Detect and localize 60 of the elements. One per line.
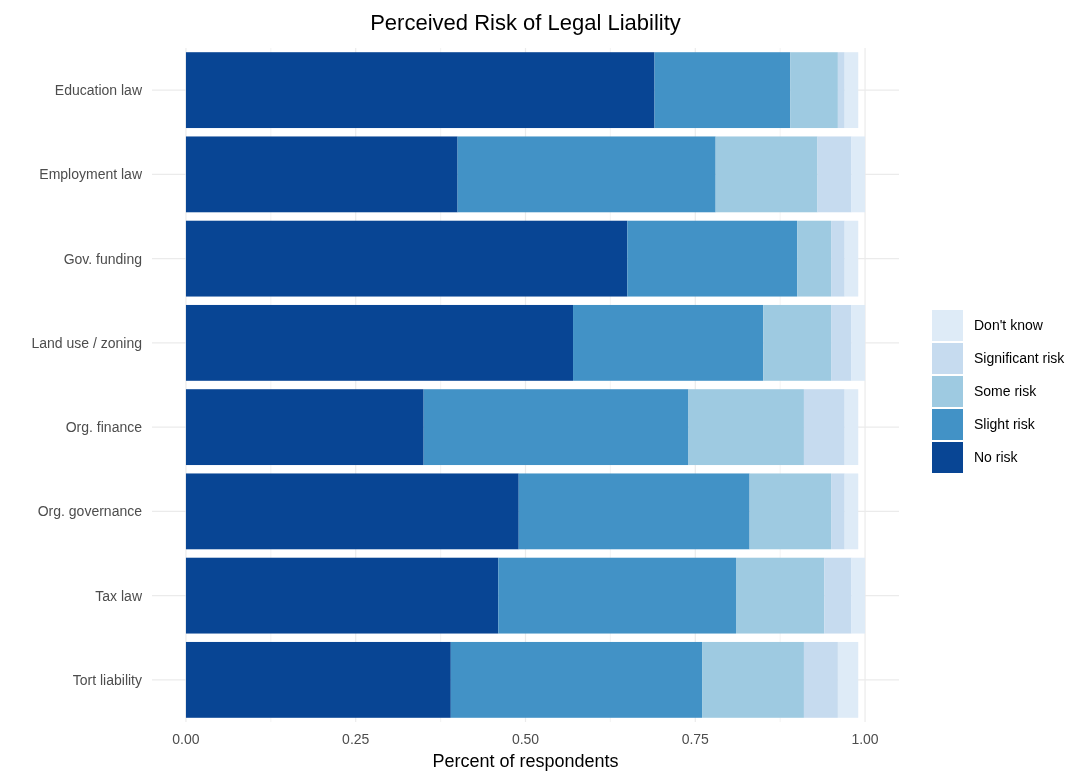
bar: [844, 389, 859, 466]
bar: [627, 220, 798, 297]
bar: [749, 473, 832, 550]
bar: [423, 389, 689, 466]
x-tick-label: 1.00: [851, 731, 879, 747]
bar: [450, 641, 703, 718]
bar: [831, 473, 845, 550]
bar: [518, 473, 750, 550]
bar: [803, 389, 845, 466]
y-tick-label: Land use / zoning: [31, 334, 142, 351]
legend-label: Don't know: [974, 317, 1044, 334]
bar: [715, 136, 818, 213]
bar: [803, 641, 838, 718]
bar: [702, 641, 804, 718]
y-tick-label: Tort liability: [72, 671, 142, 688]
bar: [817, 136, 852, 213]
bar: [831, 304, 852, 381]
bar: [185, 136, 458, 213]
legend-label: Some risk: [974, 383, 1038, 400]
y-tick-label: Education law: [54, 82, 143, 99]
chart-title: Perceived Risk of Legal Liability: [370, 10, 681, 35]
bar: [185, 52, 655, 129]
bar: [654, 52, 791, 129]
bar: [844, 220, 859, 297]
y-tick-label: Org. governance: [37, 503, 143, 520]
bar: [831, 220, 845, 297]
bar: [573, 304, 764, 381]
bar: [185, 220, 628, 297]
bar: [185, 473, 519, 550]
bar: [844, 473, 859, 550]
bar: [185, 557, 499, 634]
bar: [457, 136, 716, 213]
bar: [851, 557, 866, 634]
y-tick-label: Tax law: [95, 587, 143, 604]
x-tick-label: 0.50: [511, 731, 540, 747]
bar: [844, 52, 859, 129]
y-tick-label: Gov. funding: [63, 250, 142, 267]
bar: [824, 557, 852, 634]
bar: [790, 52, 838, 129]
y-tick-label: Org. finance: [65, 419, 143, 436]
y-tick-label: Employment law: [39, 166, 143, 183]
x-axis-title: Percent of respondents: [432, 751, 619, 771]
bar: [851, 304, 866, 381]
bar: [837, 641, 859, 718]
legend-label: No risk: [974, 449, 1019, 466]
bar: [736, 557, 825, 634]
bar: [185, 304, 574, 381]
bar: [688, 389, 804, 466]
bar: [185, 389, 424, 466]
x-tick-label: 0.75: [681, 731, 710, 747]
bar: [498, 557, 737, 634]
bar: [185, 641, 451, 718]
legend-label: Significant risk: [974, 350, 1066, 367]
bar: [797, 220, 832, 297]
bar: [851, 136, 866, 213]
x-tick-label: 0.25: [342, 731, 370, 747]
bar: [763, 304, 832, 381]
x-tick-label: 0.00: [172, 731, 200, 747]
legend-label: Slight risk: [974, 416, 1036, 433]
bar: [837, 52, 845, 129]
